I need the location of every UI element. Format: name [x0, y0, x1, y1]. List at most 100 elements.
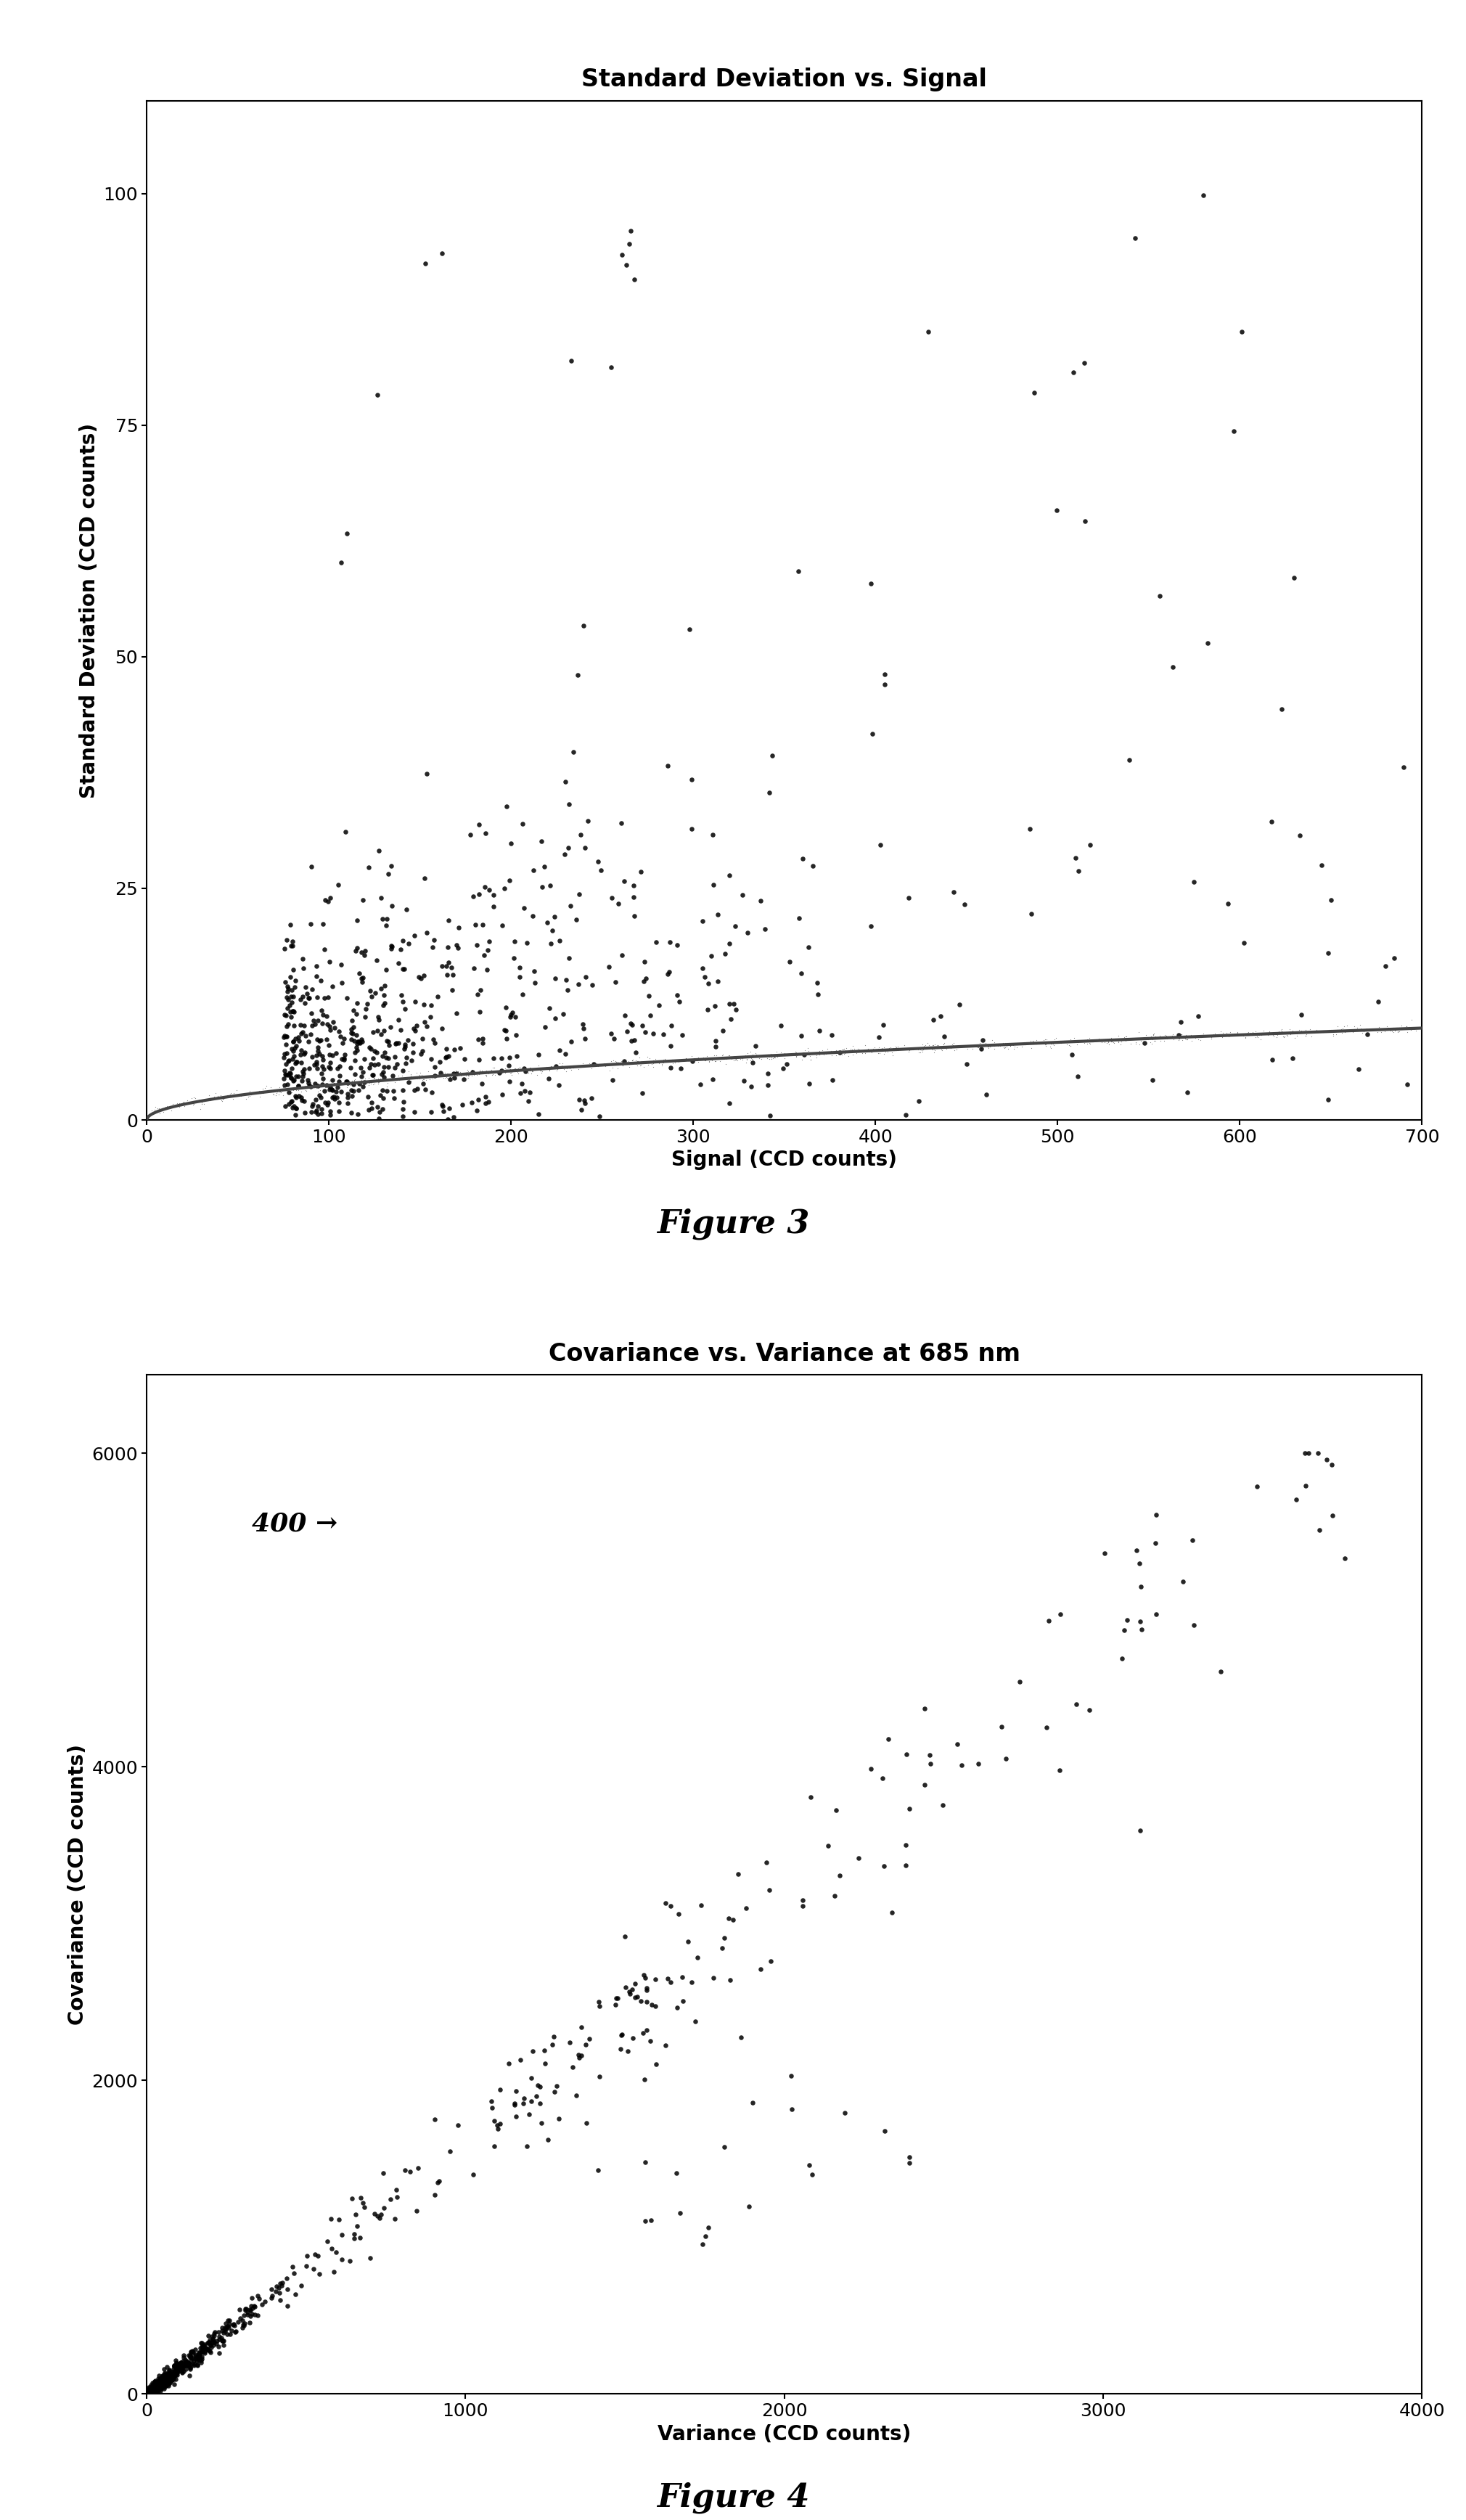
- Point: [1293, 1434, 1316, 1474]
- Point: [633, 958, 657, 998]
- Point: [396, 1058, 419, 1099]
- Point: [573, 1081, 597, 1121]
- Point: [321, 1036, 345, 1076]
- Point: [195, 2328, 218, 2369]
- Point: [1286, 1013, 1309, 1053]
- Point: [1174, 1018, 1198, 1058]
- Point: [704, 1026, 727, 1066]
- Point: [1129, 1021, 1152, 1061]
- Point: [289, 1005, 312, 1046]
- Point: [475, 1051, 498, 1091]
- Point: [839, 1028, 862, 1068]
- Point: [607, 885, 630, 925]
- Point: [186, 2339, 210, 2379]
- Point: [472, 935, 496, 975]
- Point: [273, 1016, 296, 1056]
- Point: [173, 2346, 196, 2386]
- Point: [581, 1079, 604, 1119]
- Point: [1316, 932, 1340, 973]
- Point: [1308, 1509, 1331, 1550]
- Point: [1129, 1809, 1152, 1850]
- Point: [756, 1063, 780, 1104]
- Point: [283, 1028, 306, 1068]
- Point: [749, 882, 773, 922]
- Point: [192, 2326, 216, 2366]
- Point: [493, 1011, 516, 1051]
- Point: [306, 1063, 330, 1104]
- Point: [1374, 945, 1397, 985]
- Point: [642, 1041, 666, 1081]
- Point: [756, 1036, 780, 1076]
- Point: [604, 1983, 627, 2024]
- Point: [500, 1051, 523, 1091]
- Point: [169, 2346, 192, 2386]
- Point: [736, 1033, 759, 1074]
- Point: [868, 1018, 891, 1058]
- Point: [279, 1068, 302, 1109]
- Point: [290, 978, 314, 1018]
- Point: [732, 1036, 755, 1076]
- Point: [186, 2334, 210, 2374]
- Point: [413, 244, 437, 285]
- Point: [393, 1026, 416, 1066]
- Point: [365, 375, 388, 416]
- Point: [279, 990, 302, 1031]
- Point: [594, 1043, 617, 1084]
- Point: [569, 2008, 592, 2049]
- Point: [575, 2104, 598, 2145]
- Point: [916, 1023, 940, 1063]
- Point: [158, 2359, 182, 2399]
- Point: [1170, 1013, 1193, 1053]
- Point: [1182, 862, 1205, 902]
- Point: [273, 1063, 296, 1104]
- Point: [308, 1071, 331, 1111]
- Point: [625, 1041, 648, 1081]
- Point: [318, 1068, 342, 1109]
- Point: [456, 1058, 479, 1099]
- Point: [144, 2369, 167, 2409]
- Point: [970, 1021, 994, 1061]
- Point: [169, 2346, 192, 2386]
- Point: [503, 922, 526, 963]
- Point: [560, 340, 583, 381]
- Point: [151, 2366, 174, 2407]
- Point: [142, 2366, 166, 2407]
- Point: [1060, 1021, 1083, 1061]
- Point: [139, 2371, 163, 2412]
- Point: [320, 1066, 343, 1106]
- Point: [476, 869, 500, 910]
- Point: [932, 1023, 956, 1063]
- Point: [1305, 1011, 1328, 1051]
- Point: [279, 1081, 302, 1121]
- Point: [997, 1023, 1020, 1063]
- Point: [1019, 1023, 1042, 1063]
- Point: [188, 2336, 211, 2376]
- Point: [336, 514, 359, 554]
- Point: [778, 942, 802, 983]
- Point: [456, 1056, 479, 1096]
- Point: [353, 930, 377, 970]
- Point: [519, 1053, 542, 1094]
- Point: [513, 1071, 537, 1111]
- Point: [452, 1053, 475, 1094]
- Point: [538, 864, 561, 905]
- Point: [177, 2356, 201, 2397]
- Point: [152, 2366, 176, 2407]
- Point: [579, 1043, 603, 1084]
- Point: [356, 1076, 380, 1116]
- Point: [349, 1018, 372, 1058]
- Point: [827, 1033, 850, 1074]
- Point: [1035, 1706, 1058, 1746]
- Point: [1104, 1018, 1127, 1058]
- Point: [346, 900, 369, 940]
- Point: [213, 1079, 236, 1119]
- Point: [164, 2346, 188, 2386]
- Point: [179, 2349, 202, 2389]
- Point: [658, 922, 682, 963]
- Title: Standard Deviation vs. Signal: Standard Deviation vs. Signal: [582, 68, 987, 91]
- Point: [148, 2364, 172, 2404]
- Point: [434, 1056, 457, 1096]
- Point: [686, 1938, 710, 1978]
- Point: [277, 1074, 301, 1114]
- Point: [1104, 1021, 1127, 1061]
